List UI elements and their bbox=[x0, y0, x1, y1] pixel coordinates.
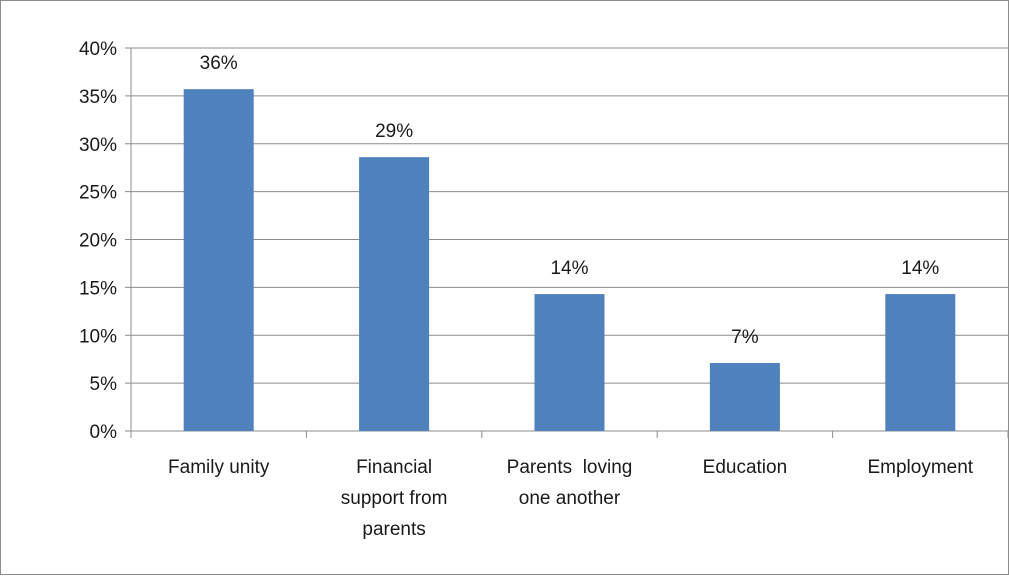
bar-0 bbox=[183, 89, 254, 432]
data-label: 29% bbox=[375, 121, 413, 142]
x-category-label: Family unity bbox=[168, 457, 270, 478]
y-tick-label: 10% bbox=[79, 326, 117, 347]
data-label: 36% bbox=[200, 53, 238, 74]
y-tick-label: 5% bbox=[90, 374, 118, 395]
x-category-label-line: one another bbox=[519, 488, 621, 509]
x-category-label-line: Employment bbox=[867, 457, 973, 478]
y-tick-label: 0% bbox=[90, 422, 118, 443]
x-category-label-line: Family unity bbox=[168, 457, 270, 478]
data-label: 14% bbox=[550, 258, 588, 279]
x-category-label: Employment bbox=[867, 457, 973, 478]
y-tick-label: 15% bbox=[79, 278, 117, 299]
data-label: 7% bbox=[731, 327, 759, 348]
x-category-label-line: support from bbox=[341, 488, 448, 509]
y-tick-label: 20% bbox=[79, 231, 117, 252]
x-category-label-line: Financial bbox=[356, 457, 432, 478]
y-tick-label: 30% bbox=[79, 135, 117, 156]
y-tick-label: 25% bbox=[79, 183, 117, 204]
x-category-label-line: Parents loving bbox=[507, 457, 633, 478]
x-category-label-line: Education bbox=[703, 457, 788, 478]
x-category-label: Parents loving one another bbox=[507, 457, 633, 509]
bar-1 bbox=[359, 157, 430, 431]
bar-2 bbox=[534, 294, 605, 431]
y-tick-label: 40% bbox=[79, 39, 117, 60]
data-label: 14% bbox=[901, 258, 939, 279]
x-category-label: Financial support from parents bbox=[341, 457, 448, 540]
x-category-label-line: parents bbox=[362, 519, 425, 540]
y-tick-label: 35% bbox=[79, 87, 117, 108]
bar-4 bbox=[885, 294, 956, 431]
bar-3 bbox=[709, 363, 780, 431]
x-category-label: Education bbox=[703, 457, 788, 478]
